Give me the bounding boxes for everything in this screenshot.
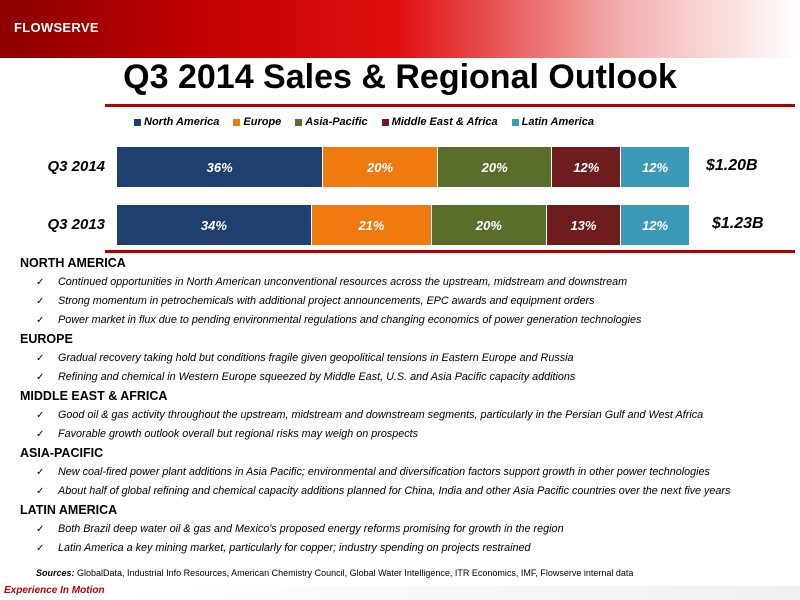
legend-swatch [511,118,519,126]
bar-segment: 20% [432,205,547,245]
header-banner: FLOWSERVE [0,0,800,58]
bullet-item: ✓ Favorable growth outlook overall but re… [20,425,790,444]
bullet-text: Power market in flux due to pending envi… [58,314,642,326]
bullet-item: ✓ Power market in flux due to pending env… [20,311,790,330]
sources-text: GlobalData, Industrial Info Resources, A… [74,568,634,578]
legend-item: Latin America [511,116,594,128]
bar-segment: 20% [437,147,553,187]
bullet-text: Good oil & gas activity throughout the u… [58,409,704,421]
bullet-item: ✓ Latin America a key mining market, part… [20,539,790,558]
bullet-text: Strong momentum in petrochemicals with a… [58,295,595,307]
checkmark-icon: ✓ [36,486,45,497]
bar-segment: 12% [621,147,690,187]
bullet-text: Refining and chemical in Western Europe … [58,371,576,383]
checkmark-icon: ✓ [36,315,45,326]
bar-data-label: 20% [475,217,502,233]
title-rule [105,104,795,107]
checkmark-icon: ✓ [36,372,45,383]
section-rule [105,250,795,253]
bar-data-label: 36% [206,159,233,175]
checkmark-icon: ✓ [36,410,45,421]
bar-data-label: 34% [200,217,227,233]
section-title: EUROPE [20,332,73,346]
bar-data-label: 21% [358,217,385,233]
checkmark-icon: ✓ [36,296,45,307]
bullet-text: Latin America a key mining market, parti… [58,542,531,554]
bar-data-label: 12% [573,159,600,175]
checkmark-icon: ✓ [36,467,45,478]
legend-label: Europe [243,116,282,128]
bullet-item: ✓ Continued opportunities in North Americ… [20,273,790,292]
legend-label: North America [144,116,220,128]
bar-data-label: 20% [367,159,394,175]
legend-label: Middle East & Africa [391,116,498,128]
flowserve-logo: FLOWSERVE [14,20,99,35]
footer-bar [0,586,800,600]
bullet-item: ✓ Gradual recovery taking hold but condit… [20,349,790,368]
regional-outlook-list: NORTH AMERICA ✓ Continued opportunities in… [20,254,790,558]
section-title: NORTH AMERICA [20,256,126,270]
bullet-item: ✓ About half of global refining and chemi… [20,482,790,501]
section-title: MIDDLE EAST & AFRICA [20,389,168,403]
bullet-item: ✓ Strong momentum in petrochemicals with … [20,292,790,311]
bullet-text: Continued opportunities in North America… [58,276,628,288]
legend-swatch [233,118,241,126]
bar-data-label: 20% [481,159,508,175]
sources-note: Sources: GlobalData, Industrial Info Res… [36,568,633,578]
stacked-bar: 34% 21% 20% 13% 12% [117,205,690,245]
bar-data-label: 12% [642,217,669,233]
checkmark-icon: ✓ [36,277,45,288]
bar-total-label: $1.20B [706,157,758,174]
checkmark-icon: ✓ [36,353,45,364]
bar-segment: 13% [546,205,622,245]
section-title: LATIN AMERICA [20,503,118,517]
bar-segment: 20% [323,147,438,187]
bullet-text: Gradual recovery taking hold but conditi… [58,352,574,364]
bullet-item: ✓ Both Brazil deep water oil & gas and Me… [20,520,790,539]
legend-swatch [295,118,303,126]
tagline: Experience In Motion [4,585,105,596]
bar-category-label: Q3 2014 [47,158,105,175]
bar-segment: 12% [621,205,690,245]
legend-item: North America [134,116,219,128]
bullet-text: Favorable growth outlook overall but reg… [58,428,419,440]
legend-item: Asia-Pacific [295,116,368,128]
bullet-text: Both Brazil deep water oil & gas and Mex… [58,523,564,535]
bar-data-label: 13% [570,217,597,233]
bullet-item: ✓ Good oil & gas activity throughout the … [20,406,790,425]
bullet-text: About half of global refining and chemic… [58,485,731,497]
bullet-item: ✓ Refining and chemical in Western Europe… [20,368,790,387]
legend-item: Middle East & Africa [381,116,498,128]
bar-segment: 36% [117,147,324,187]
bullet-item: ✓ New coal-fired power plant additions in… [20,463,790,482]
legend-item: Europe [233,116,281,128]
checkmark-icon: ✓ [36,543,45,554]
bar-data-label: 12% [642,159,669,175]
bar-segment: 34% [117,205,312,245]
stacked-bar: 36% 20% 20% 12% 12% [117,147,690,187]
legend-label: Asia-Pacific [305,116,368,128]
legend-swatch [381,118,389,126]
checkmark-icon: ✓ [36,524,45,535]
bar-segment: 21% [311,205,433,245]
bar-segment: 12% [552,147,622,187]
bar-category-label: Q3 2013 [47,216,105,233]
bullet-text: New coal-fired power plant additions in … [58,466,710,478]
legend-label: Latin America [521,116,594,128]
checkmark-icon: ✓ [36,429,45,440]
bar-total-label: $1.23B [712,215,764,232]
chart-legend: North America Europe Asia-Pacific Middle Ea… [134,116,594,128]
legend-swatch [134,118,141,126]
section-title: ASIA-PACIFIC [20,446,104,460]
slide-title: Q3 2014 Sales & Regional Outlook [123,58,677,96]
sources-label: Sources: [36,568,75,578]
